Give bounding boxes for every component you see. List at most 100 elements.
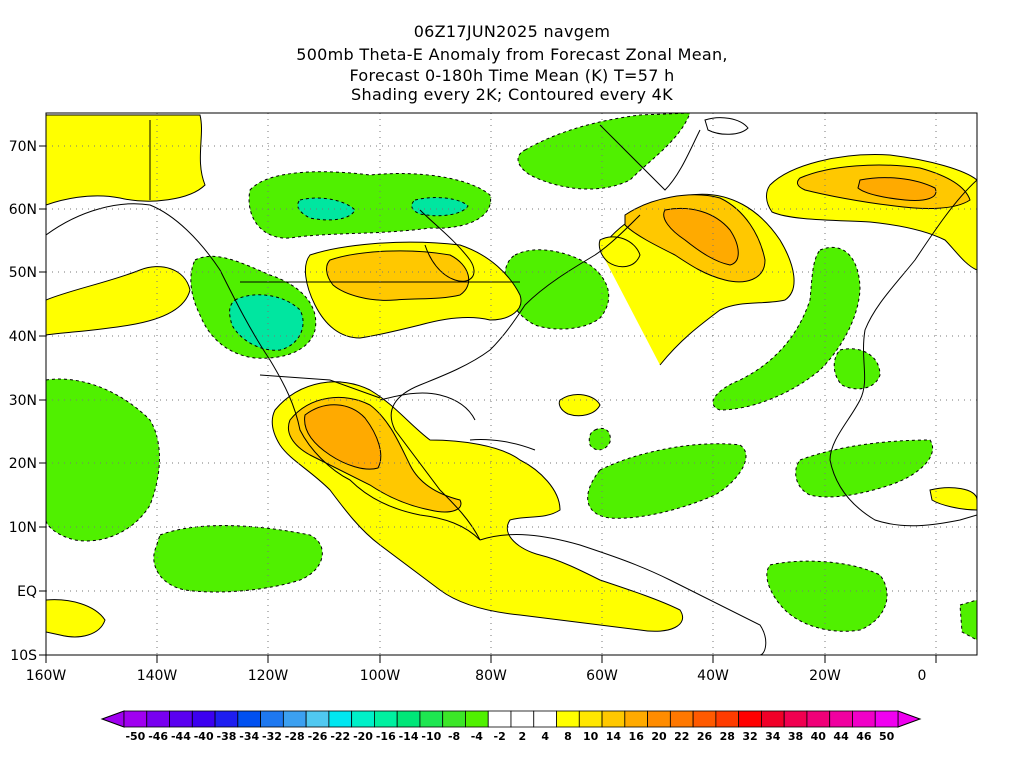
colorbar-label: 4 — [541, 730, 549, 743]
colorbar-label: 40 — [811, 730, 827, 743]
colorbar-swatch — [806, 710, 831, 728]
anomaly-region-iberia — [833, 348, 881, 390]
colorbar-label: 14 — [606, 730, 622, 743]
colorbar-swatch — [123, 710, 148, 728]
colorbar-swatch — [852, 710, 876, 728]
colorbar-label: 28 — [720, 730, 735, 743]
lat-label: 10S — [10, 648, 37, 664]
anomaly-region-alaska — [46, 114, 206, 206]
lat-label: 20N — [9, 456, 37, 472]
colorbar-swatch — [442, 710, 466, 728]
colorbar-swatch — [146, 710, 170, 728]
colorbar-swatch — [396, 710, 421, 728]
colorbar-swatch — [465, 710, 489, 728]
anomaly-core-great-lakes — [326, 250, 470, 301]
lat-label: EQ — [17, 584, 37, 600]
colorbar-swatch — [692, 710, 717, 728]
colorbar-swatch — [761, 710, 785, 728]
lon-label: 140W — [137, 668, 178, 684]
colorbar-label: 44 — [833, 730, 849, 743]
anomaly-region-west-africa — [795, 439, 933, 498]
colorbar-swatch — [214, 710, 239, 728]
colorbar-label: -26 — [308, 730, 328, 743]
colorbar-label: 10 — [583, 730, 599, 743]
colorbar-arrow-low — [100, 710, 125, 728]
colorbar-label: -20 — [353, 730, 373, 743]
colorbar-label: -16 — [376, 730, 396, 743]
lon-label: 0 — [918, 668, 927, 684]
anomaly-field — [46, 113, 977, 641]
colorbar-label: -44 — [171, 730, 191, 743]
colorbar-swatch — [533, 710, 557, 728]
anomaly-region-greenland — [517, 113, 691, 190]
colorbar-swatch — [647, 710, 671, 728]
latitude-labels: 70N 60N 50N 40N 30N 20N 10N EQ 10S — [9, 139, 37, 664]
colorbar-label: 8 — [564, 730, 572, 743]
colorbar-label: -2 — [494, 730, 506, 743]
colorbar-label: 22 — [674, 730, 689, 743]
lat-label: 60N — [9, 202, 37, 218]
coast-south-america — [479, 534, 767, 655]
colorbar-label: 26 — [697, 730, 713, 743]
map-frame — [45, 112, 978, 656]
anomaly-peak-mexico — [304, 404, 382, 470]
colorbar-swatch — [578, 710, 603, 728]
anomaly-peak-north-atlantic — [663, 207, 739, 266]
anomaly-region-south-atlantic — [766, 560, 888, 632]
anomaly-region-central-atlantic — [587, 443, 747, 519]
anomaly-region-east-atlantic — [712, 246, 861, 411]
lat-label: 30N — [9, 393, 37, 409]
anomaly-region-east-pacific — [46, 378, 160, 542]
colorbar-swatch — [487, 710, 512, 728]
lon-label: 160W — [26, 668, 67, 684]
border-us-mexico — [259, 374, 381, 399]
colorbar-swatch — [738, 710, 762, 728]
gridlines — [46, 113, 977, 655]
colorbar-arrow-high — [897, 710, 922, 728]
colorbar-label: -32 — [262, 730, 282, 743]
anomaly-region-bermuda — [588, 427, 611, 451]
colorbar-label: -38 — [217, 730, 237, 743]
colorbar-swatch — [829, 710, 853, 728]
colorbar-label: -28 — [285, 730, 305, 743]
colorbar-label: -4 — [471, 730, 484, 743]
colorbar-swatch — [669, 710, 694, 728]
anomaly-region-tropical-pacific — [153, 525, 323, 593]
colorbar-label: 20 — [651, 730, 667, 743]
anomaly-core-hudson — [411, 197, 469, 217]
colorbar: -50 -46 -44 -40 -38 -34 -32 -28 -26 -22 -20 -16 -14-… — [100, 710, 922, 743]
coast-greenland — [599, 124, 701, 191]
anomaly-region-newfoundland — [504, 249, 610, 330]
colorbar-label: 34 — [765, 730, 781, 743]
title-line-3: Forecast 0-180h Time Mean (K) T=57 h — [349, 66, 675, 85]
longitude-labels: 160W 140W 120W 100W 80W 60W 40W 20W 0 — [26, 668, 927, 684]
colorbar-swatch — [328, 710, 353, 728]
colorbar-label: -14 — [399, 730, 419, 743]
axis-ticks — [39, 145, 937, 663]
lon-label: 80W — [475, 668, 507, 684]
anomaly-peak-scandinavia — [857, 177, 937, 201]
colorbar-swatch — [282, 710, 307, 728]
colorbar-swatch — [601, 710, 626, 728]
colorbar-label: 38 — [788, 730, 803, 743]
anomaly-region-arctic-canada — [248, 171, 492, 239]
lat-label: 70N — [9, 139, 37, 155]
anomaly-region-north-pacific — [46, 266, 191, 336]
colorbar-label: -40 — [194, 730, 214, 743]
colorbar-swatch — [260, 710, 284, 728]
anomaly-region-east-pacific-south — [46, 599, 106, 638]
colorbar-label: -22 — [330, 730, 350, 743]
title-line-2: 500mb Theta-E Anomaly from Forecast Zona… — [296, 45, 728, 64]
lat-label: 40N — [9, 329, 37, 345]
title-line-4: Shading every 2K; Contoured every 4K — [351, 85, 673, 104]
colorbar-label: -46 — [148, 730, 168, 743]
coast-gulf-mexico — [379, 392, 476, 421]
lat-label: 10N — [9, 520, 37, 536]
anomaly-region-west-africa-coast — [929, 487, 977, 511]
coast-hudson-bay — [419, 209, 475, 282]
colorbar-swatch — [351, 710, 375, 728]
colorbar-label: 32 — [742, 730, 757, 743]
colorbar-swatch — [305, 710, 330, 728]
colorbar-swatch — [419, 710, 444, 728]
lon-label: 100W — [360, 668, 401, 684]
